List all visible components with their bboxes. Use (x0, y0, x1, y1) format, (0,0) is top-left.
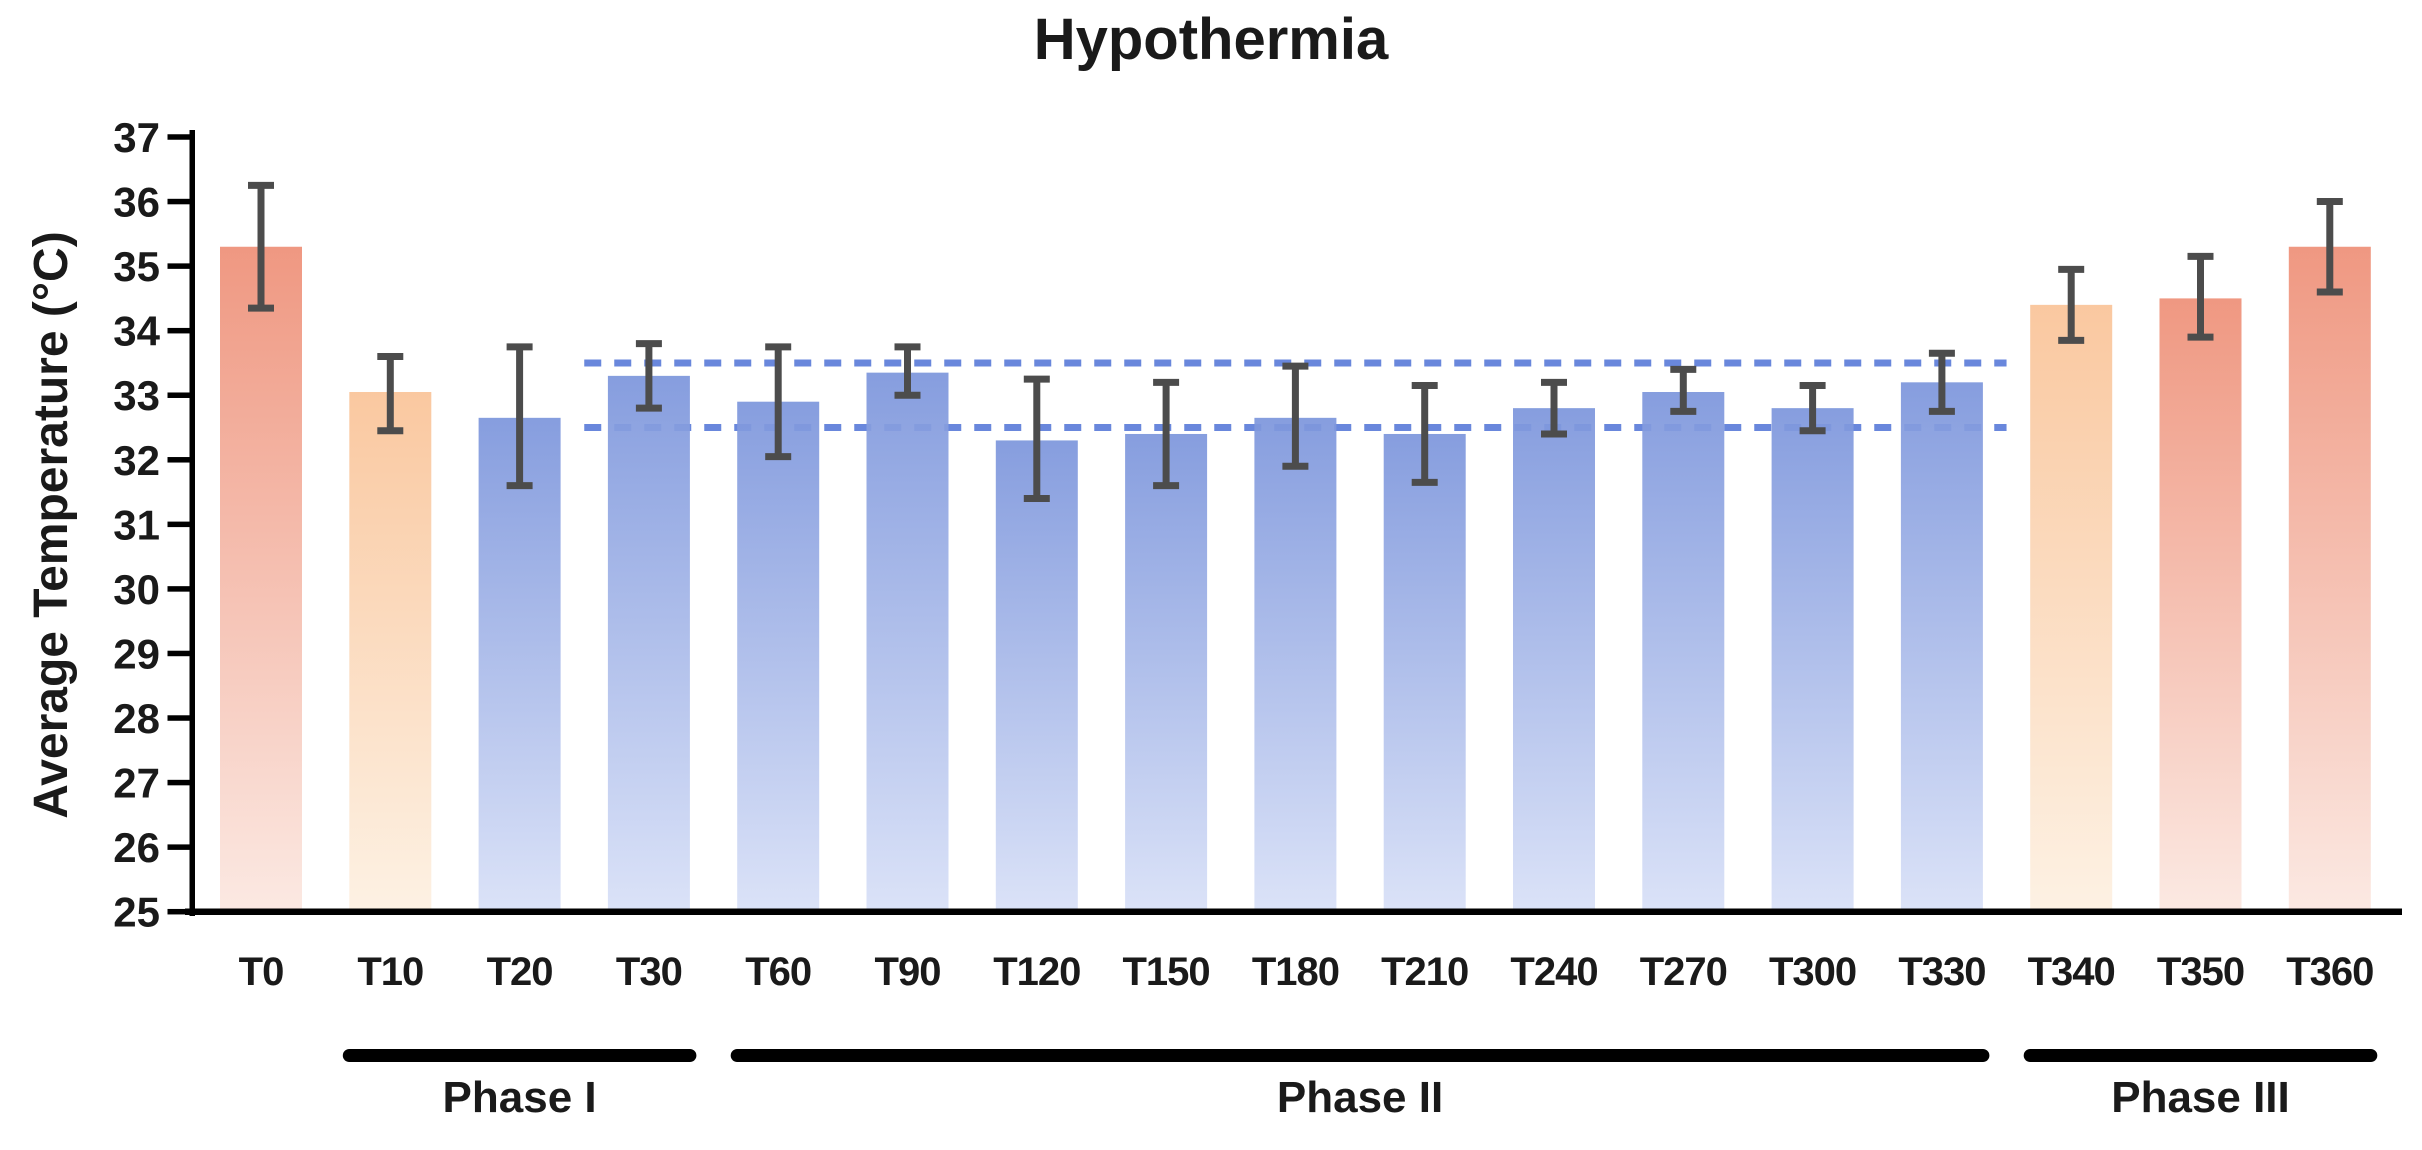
y-tick-label: 32 (113, 437, 160, 484)
x-tick-label-T330: T330 (1898, 950, 1985, 994)
x-tick-label-T270: T270 (1640, 950, 1727, 994)
x-tick-label-T300: T300 (1769, 950, 1856, 994)
error-bar-T210 (1411, 382, 1438, 486)
x-tick-label-T30: T30 (616, 950, 682, 994)
error-bar-T270 (1670, 365, 1697, 415)
x-tick-label-T350: T350 (2157, 950, 2244, 994)
error-bar-T180 (1282, 362, 1309, 470)
error-bar-T0 (248, 181, 274, 312)
bar-T270 (1642, 392, 1725, 911)
error-bar-T240 (1541, 378, 1567, 438)
bar-T120 (995, 440, 1078, 910)
x-tick-label-T0: T0 (239, 950, 284, 994)
x-tick-label-T340: T340 (2028, 950, 2115, 994)
error-bar-T60 (765, 343, 792, 461)
error-bar-T330 (1928, 349, 1955, 415)
bar-T20 (478, 417, 561, 910)
y-tick-label: 28 (113, 695, 160, 742)
y-tick (167, 392, 190, 398)
y-tick-label: 26 (113, 824, 160, 871)
chart-title: Hypothermia (1033, 7, 1389, 72)
bar-T0 (220, 246, 302, 911)
y-tick (167, 457, 190, 463)
x-tick-label-T90: T90 (875, 950, 941, 994)
y-tick (167, 327, 190, 334)
bar-T150 (1125, 433, 1208, 910)
y-tick (167, 715, 190, 721)
y-tick (167, 844, 190, 850)
bar-T360 (2288, 246, 2371, 911)
y-tick-label: 27 (113, 760, 160, 807)
y-tick-label: 33 (113, 372, 160, 419)
x-tick-label-T210: T210 (1381, 950, 1468, 994)
bar-T300 (1771, 408, 1854, 910)
y-tick (167, 134, 190, 140)
y-tick-label: 29 (113, 630, 160, 677)
y-tick-label: 36 (113, 179, 160, 226)
bar-T60 (737, 401, 820, 910)
bar-T350 (2159, 298, 2242, 910)
x-tick-label-T150: T150 (1123, 950, 1210, 994)
x-axis-line (185, 908, 2402, 915)
y-axis-line (189, 130, 195, 916)
y-tick (167, 521, 190, 528)
y-tick-label: 37 (113, 114, 160, 161)
error-bar-T120 (1023, 375, 1050, 503)
bar-T340 (2030, 304, 2113, 910)
bar-T10 (349, 392, 432, 911)
x-tick-label-T180: T180 (1252, 950, 1339, 994)
y-tick-label: 31 (113, 501, 160, 548)
x-tick-label-T10: T10 (357, 950, 423, 994)
x-tick-label-T240: T240 (1510, 950, 1597, 994)
y-tick-label: 25 (113, 889, 160, 936)
error-bar-T340 (2058, 265, 2085, 344)
y-tick-label: 34 (113, 308, 160, 355)
error-bar-T150 (1153, 378, 1180, 490)
y-tick-label: 30 (113, 566, 160, 613)
bar-T240 (1513, 408, 1595, 910)
y-tick (167, 586, 190, 592)
bar-T90 (866, 372, 949, 910)
x-tick-label-T60: T60 (745, 950, 811, 994)
bar-T180 (1254, 417, 1337, 910)
phase-label: Phase I (443, 1073, 597, 1122)
bar-T210 (1383, 433, 1466, 910)
x-tick-label-T20: T20 (487, 950, 553, 994)
error-bar-T90 (894, 343, 921, 399)
phase-label: Phase III (2111, 1073, 2290, 1122)
bar-T330 (1900, 382, 1983, 910)
error-bar-T300 (1799, 382, 1826, 435)
error-bar-T20 (506, 343, 533, 490)
y-tick-label: 35 (113, 243, 160, 290)
y-tick (167, 263, 190, 269)
y-tick (167, 650, 190, 657)
y-tick (167, 908, 190, 915)
x-tick-label-T120: T120 (993, 950, 1080, 994)
bar-T30 (607, 375, 690, 910)
error-bar-T30 (635, 340, 662, 412)
x-tick-label-T360: T360 (2286, 950, 2373, 994)
error-bar-T350 (2187, 252, 2214, 341)
phase-label: Phase II (1277, 1073, 1443, 1122)
error-bar-T360 (2316, 198, 2343, 296)
y-tick (167, 779, 190, 786)
error-bar-T10 (377, 352, 404, 435)
y-tick (167, 198, 190, 205)
